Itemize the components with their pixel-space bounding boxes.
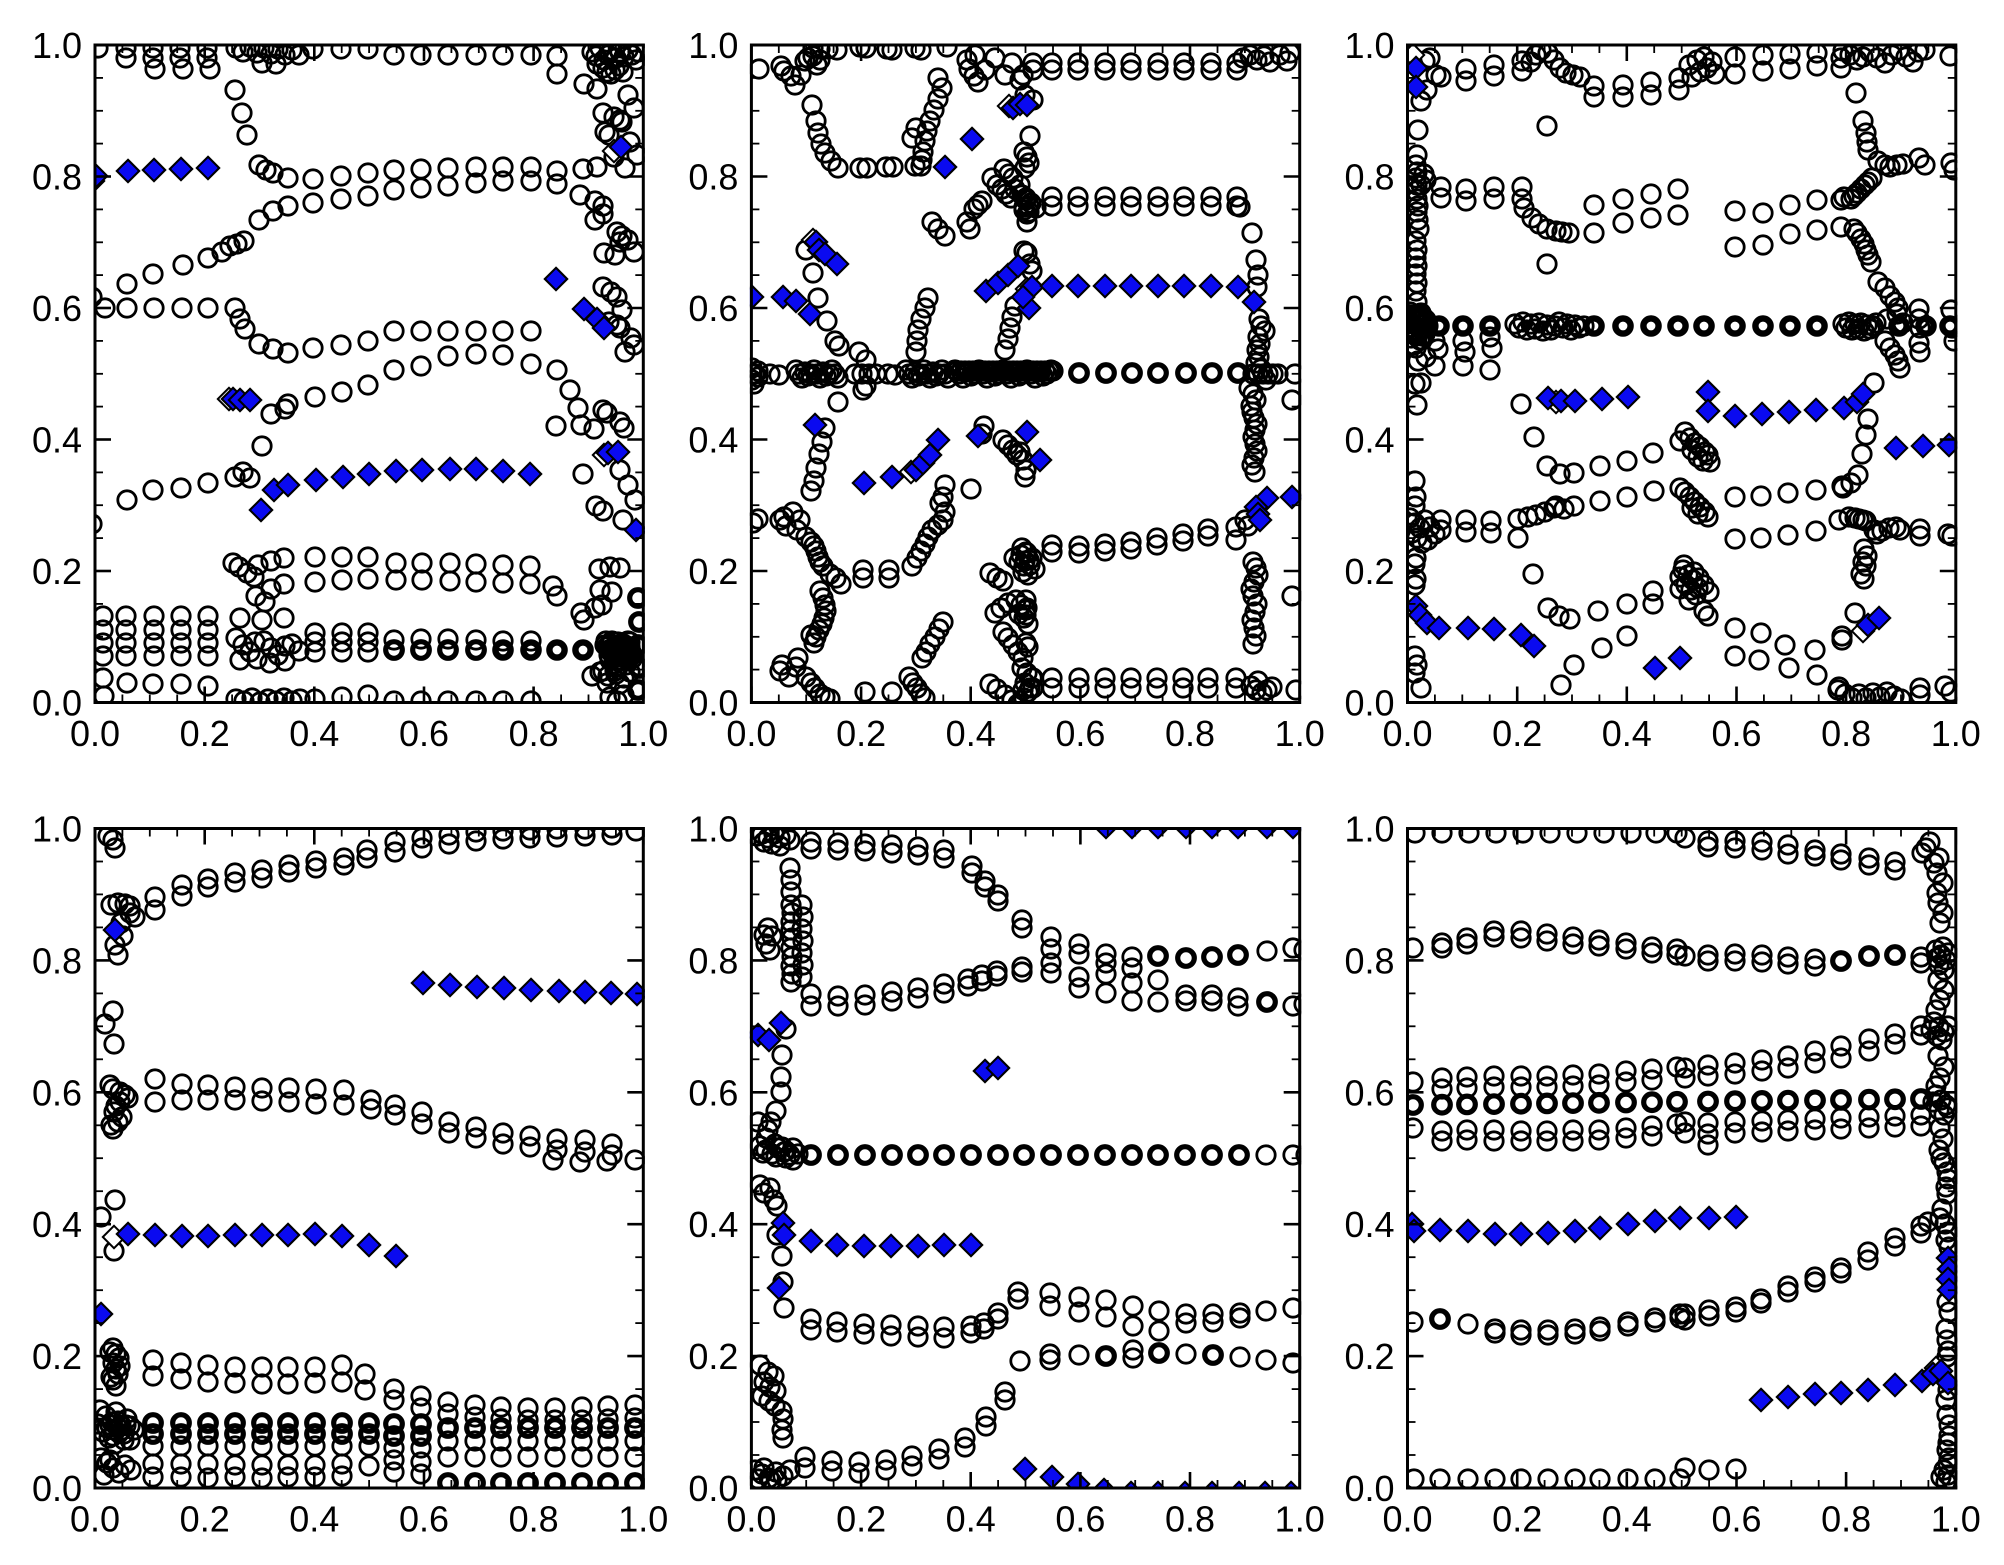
svg-text:0.8: 0.8 [509,1499,559,1540]
svg-text:0.6: 0.6 [1711,1499,1761,1540]
svg-text:0.0: 0.0 [32,1468,82,1509]
svg-text:1.0: 1.0 [1344,809,1394,850]
svg-text:1.0: 1.0 [618,713,668,754]
svg-text:0.0: 0.0 [1382,1499,1432,1540]
svg-text:0.8: 0.8 [1344,940,1394,981]
svg-text:1.0: 1.0 [618,1499,668,1540]
svg-text:0.8: 0.8 [688,157,738,198]
svg-text:0.2: 0.2 [688,551,738,592]
svg-text:0.4: 0.4 [1344,420,1394,461]
svg-text:0.6: 0.6 [32,1072,82,1113]
svg-text:0.2: 0.2 [836,713,886,754]
svg-text:0.2: 0.2 [1344,1336,1394,1377]
svg-text:0.8: 0.8 [688,940,738,981]
svg-text:0.0: 0.0 [70,1499,120,1540]
svg-text:0.8: 0.8 [1821,713,1871,754]
svg-text:0.8: 0.8 [1165,1499,1215,1540]
svg-text:1.0: 1.0 [32,25,82,66]
svg-text:0.0: 0.0 [32,683,82,724]
svg-text:0.0: 0.0 [726,1499,776,1540]
svg-text:0.8: 0.8 [509,713,559,754]
svg-text:0.2: 0.2 [180,713,230,754]
svg-text:1.0: 1.0 [1275,713,1325,754]
svg-text:0.6: 0.6 [1055,713,1105,754]
svg-text:0.6: 0.6 [688,288,738,329]
svg-text:0.2: 0.2 [1492,1499,1542,1540]
svg-text:0.0: 0.0 [688,1468,738,1509]
svg-text:0.2: 0.2 [32,551,82,592]
svg-text:0.4: 0.4 [1602,713,1652,754]
svg-text:1.0: 1.0 [1344,25,1394,66]
svg-text:1.0: 1.0 [1931,713,1981,754]
svg-text:0.4: 0.4 [688,420,738,461]
svg-text:0.6: 0.6 [1711,713,1761,754]
svg-text:0.8: 0.8 [32,157,82,198]
svg-text:0.4: 0.4 [688,1204,738,1245]
svg-text:0.2: 0.2 [180,1499,230,1540]
svg-text:0.2: 0.2 [1492,713,1542,754]
svg-text:0.8: 0.8 [1165,713,1215,754]
svg-text:0.0: 0.0 [688,683,738,724]
svg-text:0.2: 0.2 [688,1336,738,1377]
svg-text:1.0: 1.0 [1275,1499,1325,1540]
svg-text:1.0: 1.0 [1931,1499,1981,1540]
svg-text:0.0: 0.0 [726,713,776,754]
svg-text:0.0: 0.0 [70,713,120,754]
svg-text:0.6: 0.6 [399,1499,449,1540]
svg-text:0.6: 0.6 [1344,288,1394,329]
svg-text:0.4: 0.4 [32,1204,82,1245]
svg-text:0.2: 0.2 [836,1499,886,1540]
svg-text:0.8: 0.8 [1821,1499,1871,1540]
svg-text:0.0: 0.0 [1344,1468,1394,1509]
svg-text:0.8: 0.8 [1344,157,1394,198]
svg-text:0.0: 0.0 [1382,713,1432,754]
svg-text:0.2: 0.2 [32,1336,82,1377]
svg-text:0.4: 0.4 [946,713,996,754]
svg-text:0.2: 0.2 [1344,551,1394,592]
svg-text:0.4: 0.4 [946,1499,996,1540]
svg-text:0.4: 0.4 [32,420,82,461]
svg-text:0.6: 0.6 [688,1072,738,1113]
svg-text:1.0: 1.0 [688,25,738,66]
svg-text:0.0: 0.0 [1344,683,1394,724]
svg-text:0.6: 0.6 [399,713,449,754]
svg-text:0.4: 0.4 [289,1499,339,1540]
svg-text:0.6: 0.6 [1055,1499,1105,1540]
svg-text:0.4: 0.4 [289,713,339,754]
svg-text:0.4: 0.4 [1602,1499,1652,1540]
svg-text:0.6: 0.6 [1344,1072,1394,1113]
svg-text:0.8: 0.8 [32,940,82,981]
svg-text:0.4: 0.4 [1344,1204,1394,1245]
svg-text:1.0: 1.0 [688,809,738,850]
svg-text:1.0: 1.0 [32,809,82,850]
svg-text:0.6: 0.6 [32,288,82,329]
